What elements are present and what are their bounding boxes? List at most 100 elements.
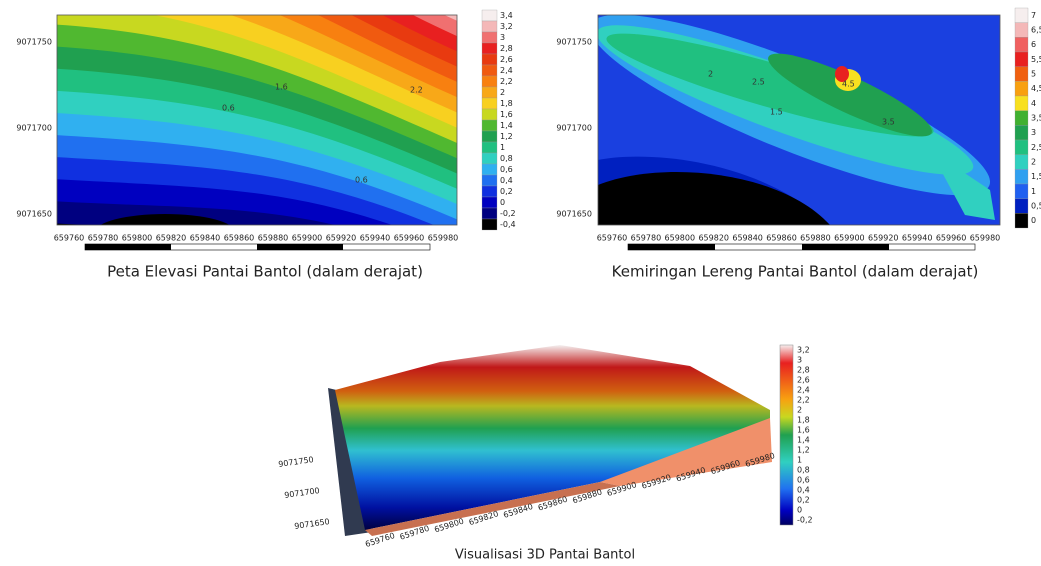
x-tick-label: 659760 — [54, 234, 85, 243]
slope-map — [598, 15, 1000, 225]
colorbar-label: 0,5 — [1031, 202, 1041, 211]
contour-label: 1.6 — [275, 83, 288, 92]
y-tick-label: 9071700 — [284, 486, 321, 500]
colorbar-label: 0,2 — [500, 187, 513, 196]
colorbar-label: 1,2 — [500, 132, 513, 141]
colorbar-label: 1,6 — [500, 110, 513, 119]
x-tick-label: 659840 — [190, 234, 221, 243]
colorbar-label: 0,4 — [500, 176, 513, 185]
y-tick-label: 9071750 — [278, 455, 315, 469]
x-tick-label: 659900 — [834, 234, 865, 243]
contour-label: 4.5 — [842, 80, 855, 89]
x-tick-label: 659820 — [698, 234, 729, 243]
colorbar-label: 2,8 — [500, 44, 513, 53]
colorbar-label: 6,5 — [1031, 26, 1041, 35]
caption: Peta Elevasi Pantai Bantol (dalam deraja… — [107, 263, 423, 281]
colorbar-label: -0,4 — [500, 220, 516, 229]
colorbar-swatch — [1014, 213, 1029, 229]
colorbar-label: 0,2 — [797, 496, 810, 505]
y-tick-label: 9071650 — [294, 517, 331, 531]
colorbar-label: 3 — [500, 33, 505, 42]
colorbar-swatch — [1014, 169, 1029, 185]
colorbar-swatch — [481, 196, 498, 209]
colorbar-swatch — [481, 108, 498, 121]
colorbar-label: -0,2 — [797, 516, 813, 525]
colorbar-label: 0,8 — [797, 466, 810, 475]
y-tick-label: 9071650 — [556, 210, 592, 219]
colorbar-swatch — [481, 185, 498, 198]
colorbar-swatch — [1014, 125, 1029, 141]
caption: Visualisasi 3D Pantai Bantol — [455, 548, 635, 563]
colorbar-label: 1,5 — [1031, 172, 1041, 181]
colorbar-label: 4 — [1031, 99, 1036, 108]
contour-label: 3.5 — [882, 118, 895, 127]
x-tick-label: 659840 — [732, 234, 763, 243]
colorbar-swatch — [1014, 37, 1029, 53]
caption: Kemiringan Lereng Pantai Bantol (dalam d… — [612, 263, 979, 281]
x-tick-label: 659900 — [292, 234, 323, 243]
colorbar-swatch — [1014, 183, 1029, 199]
contour-band — [47, 0, 467, 10]
contour-label: 0.6 — [355, 176, 368, 185]
colorbar-label: 3,5 — [1031, 114, 1041, 123]
y-tick-label: 9071750 — [556, 38, 592, 47]
colorbar-swatch — [481, 119, 498, 132]
colorbar-swatch — [1014, 81, 1029, 97]
colorbar-label: 3,2 — [797, 346, 810, 355]
colorbar-swatch — [1014, 198, 1029, 214]
x-tick-label: 659780 — [631, 234, 662, 243]
colorbar-swatch — [481, 9, 498, 22]
colorbar-label: 2 — [797, 406, 802, 415]
colorbar-label: 3,4 — [500, 11, 513, 20]
view-3d — [328, 344, 794, 536]
x-tick-label: 659920 — [868, 234, 899, 243]
colorbar-label: 1,8 — [797, 416, 810, 425]
colorbar-label: 1 — [500, 143, 505, 152]
colorbar-swatch — [481, 64, 498, 77]
colorbar-swatch — [481, 163, 498, 176]
colorbar-swatch — [481, 42, 498, 55]
colorbar-label: 2,4 — [797, 386, 810, 395]
x-tick-label: 659980 — [970, 234, 1001, 243]
colorbar-label: 1 — [1031, 187, 1036, 196]
colorbar-label: 0 — [500, 198, 505, 207]
x-tick-label: 659780 — [88, 234, 119, 243]
colorbar-swatch — [1014, 154, 1029, 170]
x-tick-label: 659960 — [394, 234, 425, 243]
colorbar-label: 7 — [1031, 11, 1036, 20]
colorbar-swatch — [481, 31, 498, 44]
colorbar-swatch — [481, 174, 498, 187]
x-tick-label: 659880 — [800, 234, 831, 243]
colorbar-label: 2,4 — [500, 66, 513, 75]
contour-band — [444, 15, 457, 21]
colorbar-label: 3 — [1031, 128, 1036, 137]
y-tick-label: 9071700 — [16, 124, 52, 133]
x-tick-label: 659980 — [428, 234, 459, 243]
colorbar-label: 1,6 — [797, 426, 810, 435]
colorbar-swatch — [481, 97, 498, 110]
scale-bar — [84, 243, 976, 251]
x-tick-label: 659800 — [122, 234, 153, 243]
contour-label: 2.5 — [752, 78, 765, 87]
colorbar-label: 1,4 — [500, 121, 513, 130]
colorbar-swatch — [481, 86, 498, 99]
y-tick-label: 9071650 — [16, 210, 52, 219]
x-tick-label: 659960 — [936, 234, 967, 243]
colorbar-label: 2,6 — [500, 55, 513, 64]
colorbar-label: 0 — [797, 506, 802, 515]
colorbar-swatch — [481, 152, 498, 165]
colorbar-swatch — [1014, 22, 1029, 38]
y-tick-label: 9071700 — [556, 124, 592, 133]
colorbar-swatch — [1014, 7, 1029, 23]
colorbar-label: 2,8 — [797, 366, 810, 375]
x-tick-label: 659880 — [258, 234, 289, 243]
x-tick-label: 659800 — [665, 234, 696, 243]
colorbar-swatch — [1014, 95, 1029, 111]
colorbar-label: 0,6 — [797, 476, 810, 485]
colorbar-label: 1,8 — [500, 99, 513, 108]
elevation-map — [47, 0, 467, 225]
colorbar-swatch — [1014, 139, 1029, 155]
y-tick-label: 9071750 — [16, 38, 52, 47]
x-tick-label: 659820 — [156, 234, 187, 243]
